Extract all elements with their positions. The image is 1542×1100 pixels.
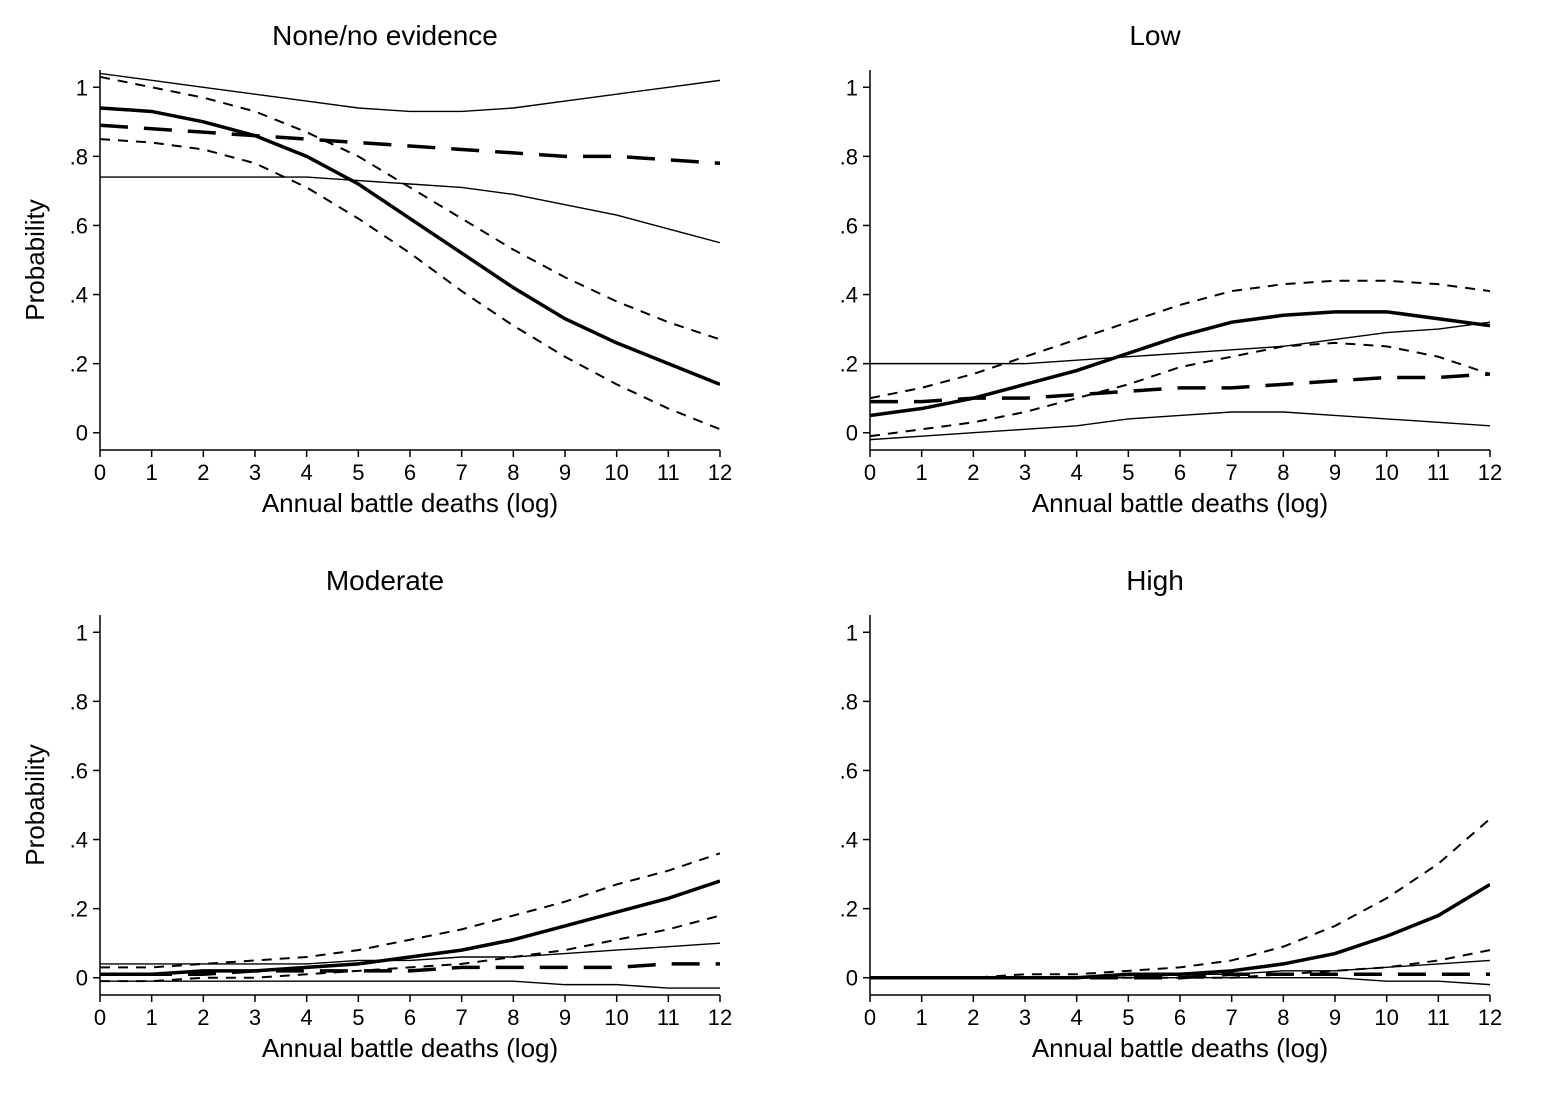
panel-low: Low 01234567891011120.2.4.6.81Annual bat… <box>790 20 1520 535</box>
svg-text:3: 3 <box>1019 1005 1031 1030</box>
svg-text:1: 1 <box>76 620 88 645</box>
svg-text:12: 12 <box>708 1005 732 1030</box>
svg-text:.6: .6 <box>840 213 858 238</box>
svg-text:12: 12 <box>1478 1005 1502 1030</box>
panel-moderate: Moderate 01234567891011120.2.4.6.81Annua… <box>20 565 750 1080</box>
svg-text:0: 0 <box>846 421 858 446</box>
svg-text:.8: .8 <box>70 144 88 169</box>
svg-text:2: 2 <box>967 460 979 485</box>
panel-high: High 01234567891011120.2.4.6.81Annual ba… <box>790 565 1520 1080</box>
svg-text:1: 1 <box>916 1005 928 1030</box>
svg-text:1: 1 <box>846 75 858 100</box>
svg-text:8: 8 <box>1277 1005 1289 1030</box>
svg-text:.8: .8 <box>840 144 858 169</box>
svg-text:12: 12 <box>1478 460 1502 485</box>
panel-none: None/no evidence 01234567891011120.2.4.6… <box>20 20 750 535</box>
svg-text:4: 4 <box>1071 460 1083 485</box>
svg-text:.8: .8 <box>840 689 858 714</box>
svg-text:.4: .4 <box>840 828 858 853</box>
svg-text:Annual battle deaths (log): Annual battle deaths (log) <box>262 1033 558 1063</box>
svg-text:.2: .2 <box>70 897 88 922</box>
svg-text:7: 7 <box>1226 1005 1238 1030</box>
svg-text:1: 1 <box>916 460 928 485</box>
svg-text:1: 1 <box>146 1005 158 1030</box>
chart-high: 01234567891011120.2.4.6.81Annual battle … <box>790 605 1510 1075</box>
svg-text:11: 11 <box>657 460 680 485</box>
svg-text:9: 9 <box>559 1005 571 1030</box>
svg-text:.4: .4 <box>70 828 88 853</box>
panel-title: Low <box>790 20 1520 52</box>
svg-text:8: 8 <box>507 1005 519 1030</box>
svg-text:11: 11 <box>657 1005 680 1030</box>
svg-text:.2: .2 <box>70 352 88 377</box>
svg-text:.6: .6 <box>840 758 858 783</box>
svg-text:3: 3 <box>249 1005 261 1030</box>
svg-text:8: 8 <box>507 460 519 485</box>
panel-title: High <box>790 565 1520 597</box>
svg-text:3: 3 <box>1019 460 1031 485</box>
panel-title: None/no evidence <box>20 20 750 52</box>
panel-grid: None/no evidence 01234567891011120.2.4.6… <box>20 20 1520 1080</box>
svg-text:12: 12 <box>708 460 732 485</box>
svg-text:6: 6 <box>1174 460 1186 485</box>
svg-text:.6: .6 <box>70 758 88 783</box>
svg-text:11: 11 <box>1427 460 1450 485</box>
svg-text:.2: .2 <box>840 352 858 377</box>
svg-text:Annual battle deaths (log): Annual battle deaths (log) <box>262 488 558 518</box>
svg-text:5: 5 <box>352 460 364 485</box>
svg-text:4: 4 <box>301 460 313 485</box>
svg-text:0: 0 <box>846 966 858 991</box>
svg-text:Annual battle deaths (log): Annual battle deaths (log) <box>1032 1033 1328 1063</box>
chart-moderate: 01234567891011120.2.4.6.81Annual battle … <box>20 605 740 1075</box>
svg-text:10: 10 <box>604 1005 628 1030</box>
svg-text:10: 10 <box>1374 1005 1398 1030</box>
svg-text:6: 6 <box>1174 1005 1186 1030</box>
svg-text:1: 1 <box>146 460 158 485</box>
chart-none: 01234567891011120.2.4.6.81Annual battle … <box>20 60 740 530</box>
svg-text:Annual battle deaths (log): Annual battle deaths (log) <box>1032 488 1328 518</box>
svg-text:1: 1 <box>846 620 858 645</box>
svg-text:2: 2 <box>197 460 209 485</box>
svg-text:7: 7 <box>456 1005 468 1030</box>
svg-text:5: 5 <box>1122 460 1134 485</box>
svg-text:0: 0 <box>76 966 88 991</box>
svg-text:Probability: Probability <box>20 199 50 320</box>
panel-title: Moderate <box>20 565 750 597</box>
svg-text:11: 11 <box>1427 1005 1450 1030</box>
svg-text:9: 9 <box>559 460 571 485</box>
svg-text:Probability: Probability <box>20 744 50 865</box>
svg-text:10: 10 <box>604 460 628 485</box>
svg-text:2: 2 <box>967 1005 979 1030</box>
chart-low: 01234567891011120.2.4.6.81Annual battle … <box>790 60 1510 530</box>
svg-text:0: 0 <box>94 460 106 485</box>
svg-text:0: 0 <box>864 460 876 485</box>
svg-text:9: 9 <box>1329 460 1341 485</box>
svg-text:8: 8 <box>1277 460 1289 485</box>
svg-text:6: 6 <box>404 460 416 485</box>
svg-text:0: 0 <box>864 1005 876 1030</box>
svg-text:4: 4 <box>1071 1005 1083 1030</box>
svg-text:.6: .6 <box>70 213 88 238</box>
svg-text:0: 0 <box>76 421 88 446</box>
svg-text:9: 9 <box>1329 1005 1341 1030</box>
svg-text:.4: .4 <box>70 283 88 308</box>
svg-text:5: 5 <box>352 1005 364 1030</box>
svg-text:.4: .4 <box>840 283 858 308</box>
svg-text:6: 6 <box>404 1005 416 1030</box>
svg-text:1: 1 <box>76 75 88 100</box>
svg-text:2: 2 <box>197 1005 209 1030</box>
svg-text:7: 7 <box>456 460 468 485</box>
svg-text:4: 4 <box>301 1005 313 1030</box>
svg-text:.2: .2 <box>840 897 858 922</box>
svg-text:5: 5 <box>1122 1005 1134 1030</box>
svg-text:0: 0 <box>94 1005 106 1030</box>
svg-text:10: 10 <box>1374 460 1398 485</box>
svg-text:3: 3 <box>249 460 261 485</box>
svg-text:.8: .8 <box>70 689 88 714</box>
svg-text:7: 7 <box>1226 460 1238 485</box>
